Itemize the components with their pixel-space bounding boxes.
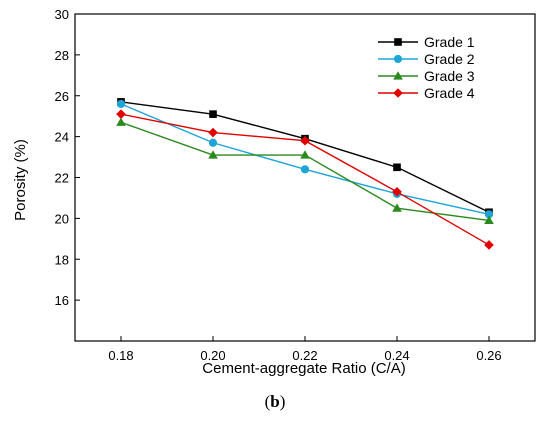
series-layer: [116, 98, 494, 250]
y-axis-label: Porosity (%): [12, 139, 29, 221]
point-grade-3-0.26: [484, 215, 494, 225]
point-grade-1-0.24: [393, 163, 401, 172]
legend-marker-grade-3: [393, 71, 403, 80]
series-line-grade-4: [120, 113, 490, 246]
axes: 16 18 20 22 24 26 28 30 0.18 0.20 0.22 0.24 0.26: [55, 7, 536, 363]
y-tick-label-22: 22: [55, 171, 69, 186]
caption-close: ): [279, 392, 286, 411]
point-grade-4-0.26: [484, 240, 494, 250]
legend-marker-grade-2: [393, 54, 403, 64]
x-tick-label-0.24: 0.24: [384, 348, 409, 363]
y-tick-label-26: 26: [55, 89, 69, 104]
point-grade-4-0.22: [300, 135, 310, 146]
point-grade-2-0.26: [484, 210, 494, 219]
series-grade-4: [116, 109, 494, 250]
y-tick-label-20: 20: [55, 211, 69, 226]
legend-label-grade-3: Grade 3: [424, 68, 475, 84]
legend-marker-grade-1: [394, 38, 402, 46]
point-grade-3-0.20: [208, 150, 218, 159]
caption-open: (: [264, 392, 271, 411]
y-tick-label-28: 28: [55, 48, 69, 63]
legend-label-grade-2: Grade 2: [424, 51, 475, 67]
point-grade-3-0.24: [392, 203, 402, 212]
point-grade-3-0.22: [300, 150, 310, 159]
y-tick-label-18: 18: [55, 252, 69, 267]
series-grade-2: [116, 99, 494, 219]
point-grade-4-0.20: [208, 127, 218, 138]
legend-label-grade-1: Grade 1: [424, 34, 475, 50]
y-tick-label-16: 16: [55, 293, 69, 308]
point-grade-1-0.20: [209, 110, 217, 118]
figure-caption: (b): [0, 392, 550, 412]
y-tick-label-24: 24: [55, 130, 69, 145]
point-grade-2-0.22: [300, 165, 310, 174]
point-grade-4-0.18: [116, 109, 126, 119]
x-tick-label-0.22: 0.22: [292, 348, 317, 363]
series-grade-3: [116, 117, 494, 225]
point-grade-2-0.18: [116, 99, 126, 109]
series-line-grade-2: [120, 103, 490, 215]
legend-label-grade-4: Grade 4: [424, 85, 475, 101]
point-grade-4-0.24: [392, 187, 402, 197]
caption-letter: b: [270, 392, 280, 411]
x-tick-label-0.26: 0.26: [476, 348, 501, 363]
point-grade-2-0.20: [208, 138, 218, 147]
x-axis-label: Cement-aggregate Ratio (C/A): [202, 360, 405, 377]
y-tick-label-30: 30: [55, 7, 69, 22]
legend-marker-grade-4: [393, 88, 403, 98]
x-tick-label-0.18: 0.18: [108, 348, 133, 363]
x-tick-label-0.20: 0.20: [200, 348, 225, 363]
point-grade-3-0.18: [116, 117, 126, 126]
